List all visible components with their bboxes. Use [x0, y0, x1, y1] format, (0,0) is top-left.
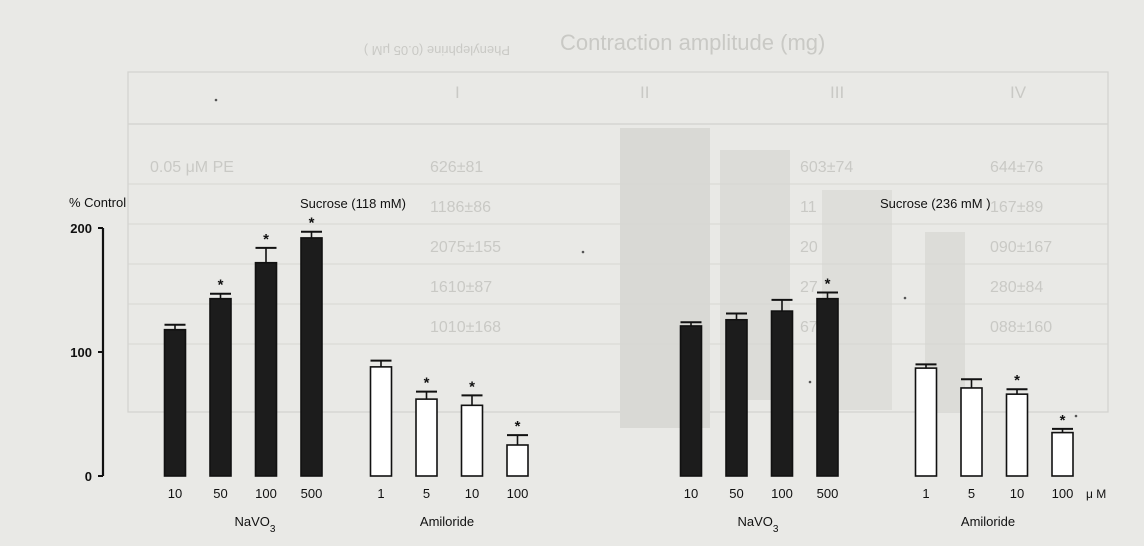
- x-tick-label: 10: [684, 486, 698, 501]
- x-tick-label: 100: [1052, 486, 1074, 501]
- bar: [914, 367, 938, 477]
- panel-title: Sucrose (118 mM): [300, 196, 406, 211]
- ghost-cell: 20: [800, 239, 818, 256]
- ghost-column-header: IV: [1010, 83, 1027, 102]
- bar: [460, 404, 484, 477]
- scan-speck: [903, 296, 907, 300]
- ghost-cell: 1610±87: [430, 279, 492, 296]
- scan-speck: [1074, 414, 1078, 418]
- x-tick-label: 10: [1010, 486, 1024, 501]
- x-tick-label: 10: [168, 486, 182, 501]
- significance-star: *: [469, 378, 475, 395]
- ghost-cell: 644±76: [990, 159, 1043, 176]
- significance-star: *: [263, 231, 269, 248]
- significance-star: *: [825, 275, 831, 292]
- ghost-cell: 280±84: [990, 279, 1043, 296]
- significance-star: *: [1060, 412, 1066, 429]
- bar: [770, 310, 794, 477]
- x-tick-label: 100: [507, 486, 529, 501]
- x-tick-label: 1: [377, 486, 384, 501]
- bar: [1051, 431, 1074, 477]
- y-tick-label: 100: [70, 345, 92, 360]
- ghost-cell: 0.05 μM PE: [150, 159, 234, 176]
- group-label: NaVO3: [738, 514, 779, 535]
- ghost-column-header: II: [640, 83, 649, 102]
- chart-panel-2: Sucrose (236 mM ) 10 50 100 * 500 NaVO3 1 5 * 10 * 1…: [679, 196, 1106, 535]
- bar: [960, 387, 983, 477]
- bar: [725, 318, 748, 477]
- scan-speck: [214, 98, 218, 102]
- bar: [209, 297, 232, 477]
- x-tick-label: 100: [255, 486, 277, 501]
- ghost-cell: 67: [800, 319, 818, 336]
- chart-panel-1: 0 100 200 % Control Sucrose (118 mM) 10 * 50 * 10…: [69, 195, 529, 535]
- ghost-cell: 2075±155: [430, 239, 501, 256]
- x-tick-label: 500: [301, 486, 323, 501]
- y-axis-label: % Control: [69, 195, 126, 210]
- x-tick-label: 5: [423, 486, 430, 501]
- significance-star: *: [309, 215, 315, 232]
- ghost-cell: 1186±86: [430, 199, 491, 216]
- ghost-column-header: I: [455, 83, 460, 102]
- ghost-cell: 090±167: [990, 239, 1052, 256]
- bar: [163, 328, 187, 477]
- x-tick-label: 50: [729, 486, 743, 501]
- bar: [1005, 393, 1029, 477]
- bar: [369, 366, 393, 477]
- group-label: Amiloride: [961, 514, 1015, 529]
- ghost-phenylephrine: Phenylephrine (0.05 μM ): [364, 43, 510, 58]
- significance-star: *: [515, 418, 521, 435]
- bar: [415, 398, 438, 477]
- significance-star: *: [424, 375, 430, 392]
- bar: [679, 325, 703, 477]
- bar: [816, 297, 839, 477]
- x-tick-label: 50: [213, 486, 227, 501]
- significance-star: *: [218, 277, 224, 294]
- ghost-cell: 626±81: [430, 159, 483, 176]
- y-tick-label: 200: [70, 221, 92, 236]
- x-tick-label: 100: [771, 486, 793, 501]
- group-label: Amiloride: [420, 514, 474, 529]
- scan-speck: [808, 380, 812, 384]
- y-tick-label: 0: [85, 469, 92, 484]
- group-label: NaVO3: [235, 514, 276, 535]
- ghost-cell: 11: [800, 199, 817, 216]
- panel-title: Sucrose (236 mM ): [880, 196, 991, 211]
- x-tick-label: 5: [968, 486, 975, 501]
- x-tick-label: 10: [465, 486, 479, 501]
- x-tick-label: 500: [817, 486, 839, 501]
- ghost-cell: 603±74: [800, 159, 853, 176]
- ghost-cell: 27: [800, 279, 818, 296]
- ghost-title: Contraction amplitude (mg): [560, 30, 825, 55]
- bar: [506, 444, 529, 477]
- x-tick-label: 1: [922, 486, 929, 501]
- significance-star: *: [1014, 372, 1020, 389]
- ghost-column-header: III: [830, 83, 844, 102]
- bar: [254, 261, 278, 477]
- bar: [300, 237, 323, 477]
- scan-speck: [581, 250, 585, 254]
- ghost-cell: 167±89: [990, 199, 1043, 216]
- ghost-cell: 088±160: [990, 319, 1052, 336]
- unit-label: μ M: [1086, 487, 1106, 501]
- ghost-cell: 1010±168: [430, 319, 501, 336]
